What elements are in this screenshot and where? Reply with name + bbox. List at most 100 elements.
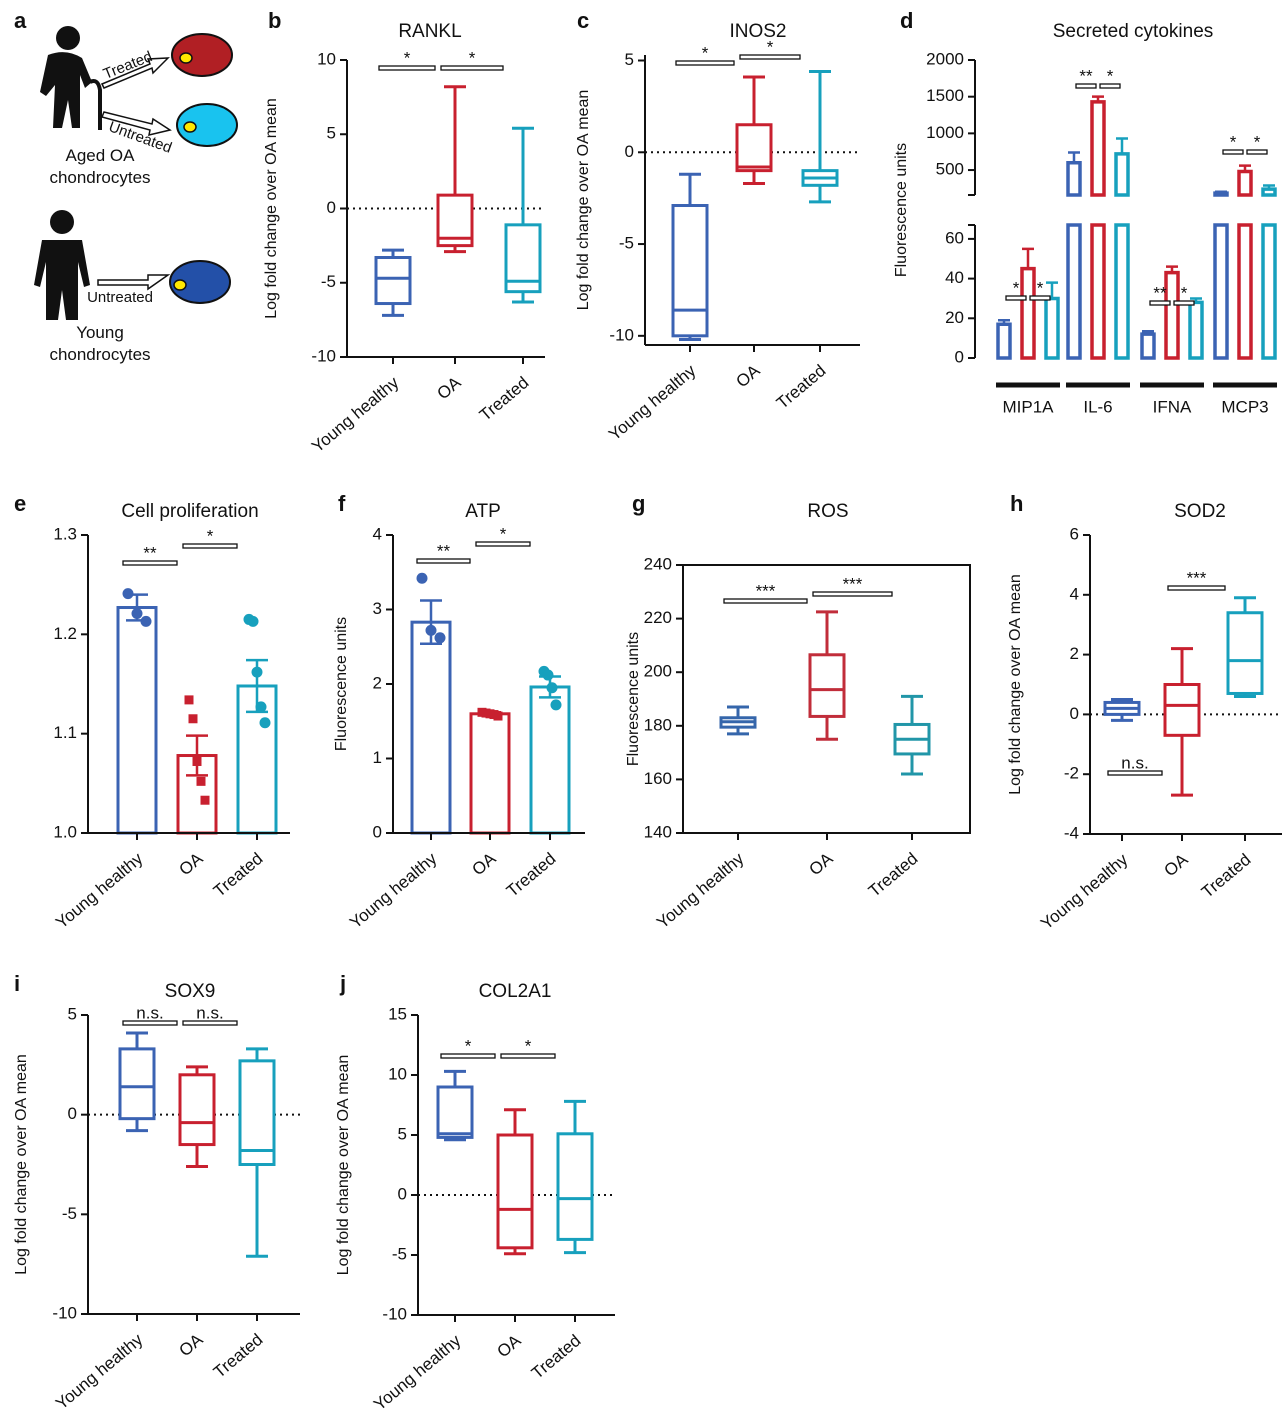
x-tick-label: Treated bbox=[210, 849, 267, 901]
significance-label: * bbox=[1181, 283, 1188, 302]
y-tick-label: 0 bbox=[327, 198, 336, 217]
box bbox=[671, 204, 709, 338]
y-tick-label: 4 bbox=[1070, 584, 1079, 603]
axis-break bbox=[968, 194, 975, 226]
bar bbox=[1044, 296, 1060, 360]
panel-letter: e bbox=[14, 491, 26, 516]
y-tick-label: 240 bbox=[644, 554, 672, 573]
significance-bracket bbox=[182, 1020, 238, 1026]
x-tick-label: OA bbox=[433, 373, 465, 404]
data-point bbox=[425, 624, 437, 636]
error-bar bbox=[1142, 329, 1154, 335]
y-axis-label: Log fold change over OA mean bbox=[1007, 574, 1024, 795]
significance-label: * bbox=[702, 43, 709, 62]
panel-letter: c bbox=[577, 8, 589, 33]
significance-bracket bbox=[1099, 83, 1121, 89]
y-tick-label: 10 bbox=[388, 1064, 407, 1083]
panel-letter: g bbox=[632, 491, 645, 516]
error-bar bbox=[1116, 137, 1128, 154]
y-tick-label: 1.2 bbox=[53, 624, 77, 643]
y-tick-label: -10 bbox=[382, 1304, 407, 1323]
x-tick-label: OA bbox=[175, 849, 207, 880]
y-tick-label: 60 bbox=[945, 228, 964, 247]
y-tick-label: 2000 bbox=[926, 49, 964, 68]
box bbox=[178, 1073, 216, 1147]
bar bbox=[1164, 270, 1180, 360]
whisker-upper bbox=[679, 172, 701, 206]
y-tick-label: 0 bbox=[398, 1184, 407, 1203]
bar bbox=[529, 685, 571, 835]
y-tick-label: 180 bbox=[644, 715, 672, 734]
significance-bracket bbox=[182, 543, 238, 549]
significance-label: n.s. bbox=[1121, 753, 1148, 772]
whisker-upper bbox=[564, 1099, 586, 1134]
significance-label: * bbox=[1037, 278, 1044, 297]
error-bar bbox=[1263, 184, 1275, 190]
x-tick-label: Young healthy bbox=[346, 849, 441, 933]
person-aged bbox=[40, 52, 92, 128]
x-tick-label: OA bbox=[175, 1330, 207, 1361]
box bbox=[238, 1059, 276, 1167]
whisker-upper bbox=[809, 70, 831, 171]
bar bbox=[1213, 191, 1229, 360]
whisker-upper bbox=[743, 75, 765, 125]
bar bbox=[1237, 169, 1253, 360]
significance-label: n.s. bbox=[196, 1003, 223, 1022]
significance-bracket bbox=[675, 60, 735, 66]
significance-bracket bbox=[1222, 149, 1244, 155]
significance-bracket bbox=[440, 65, 504, 71]
significance-label: * bbox=[1254, 132, 1261, 151]
x-tick-label: OA bbox=[493, 1331, 525, 1362]
significance-bracket bbox=[1167, 585, 1226, 591]
box bbox=[735, 123, 773, 173]
panel-letter: f bbox=[338, 491, 346, 516]
box bbox=[1226, 611, 1264, 695]
y-tick-label: -10 bbox=[609, 325, 634, 344]
data-point bbox=[192, 756, 202, 766]
error-bar bbox=[1068, 151, 1080, 163]
whisker-lower bbox=[809, 185, 831, 204]
significance-label: n.s. bbox=[136, 1003, 163, 1022]
error-bar bbox=[1215, 190, 1227, 194]
whisker-upper bbox=[816, 610, 838, 655]
x-tick-label: IFNA bbox=[1153, 397, 1192, 416]
x-tick-label: OA bbox=[1160, 850, 1192, 881]
whisker-upper bbox=[901, 694, 923, 725]
whisker-upper bbox=[512, 126, 534, 225]
significance-bracket bbox=[1107, 770, 1163, 776]
whisker-upper bbox=[126, 1031, 148, 1049]
bar bbox=[1066, 160, 1082, 360]
whisker-upper bbox=[504, 1108, 526, 1135]
bar bbox=[469, 712, 511, 835]
whisker-upper bbox=[1234, 596, 1256, 613]
significance-bracket bbox=[812, 591, 893, 597]
box bbox=[374, 256, 412, 306]
y-axis-label: Fluorescence units bbox=[333, 617, 350, 751]
panel-letter: h bbox=[1010, 491, 1023, 516]
whisker-lower bbox=[901, 753, 923, 776]
significance-bracket bbox=[1173, 300, 1195, 306]
y-axis-label: Log fold change over OA mean bbox=[335, 1055, 352, 1276]
significance-bracket bbox=[122, 560, 178, 566]
y-tick-label: -2 bbox=[1064, 764, 1079, 783]
chart-title: Secreted cytokines bbox=[1053, 21, 1214, 42]
x-tick-label: Treated bbox=[1198, 850, 1255, 902]
whisker-lower bbox=[743, 170, 765, 185]
significance-label: * bbox=[1013, 278, 1020, 297]
schematic: a Treated Untreated Untreated Aged OA ch… bbox=[14, 8, 238, 364]
box bbox=[1163, 683, 1201, 737]
significance-bracket bbox=[500, 1053, 556, 1059]
panel-letter: i bbox=[14, 971, 20, 996]
panel-letter: b bbox=[268, 8, 281, 33]
label-box: Aged OA chondrocytes bbox=[49, 146, 150, 187]
x-tick-label: Young healthy bbox=[52, 1330, 147, 1411]
y-tick-label: 4 bbox=[373, 524, 382, 543]
significance-label: * bbox=[500, 524, 507, 543]
y-tick-label: -5 bbox=[392, 1244, 407, 1263]
whisker-lower bbox=[246, 1164, 268, 1258]
y-tick-label: -5 bbox=[62, 1204, 77, 1223]
significance-label: *** bbox=[843, 574, 863, 593]
y-tick-label: 160 bbox=[644, 769, 672, 788]
